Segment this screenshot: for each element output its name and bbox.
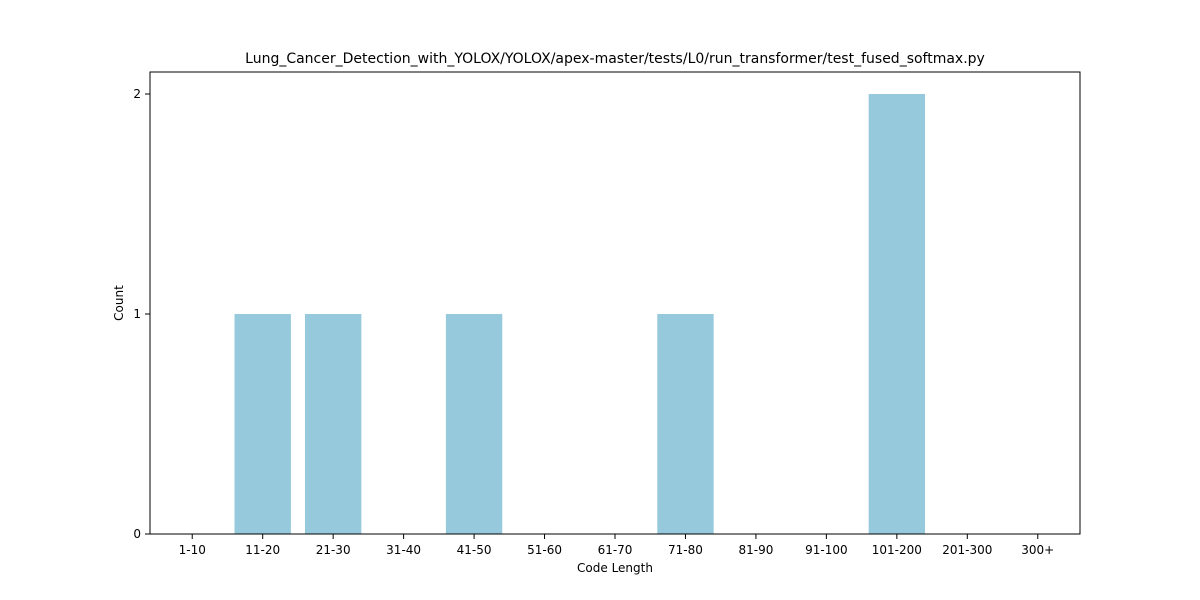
x-tick-label: 11-20 <box>245 543 280 557</box>
x-tick-label: 201-300 <box>942 543 992 557</box>
bar-101-200 <box>868 94 926 534</box>
x-tick-label: 41-50 <box>457 543 492 557</box>
x-tick-label: 21-30 <box>316 543 351 557</box>
x-tick-label: 61-70 <box>598 543 633 557</box>
x-tick-label: 51-60 <box>527 543 562 557</box>
x-tick-label: 101-200 <box>872 543 922 557</box>
bar-11-20 <box>234 314 291 534</box>
y-tick-label: 2 <box>133 87 141 101</box>
x-tick-label: 300+ <box>1021 543 1054 557</box>
x-axis: 1-10 11-20 21-30 31-40 41-50 51-60 61-70 71-80 8… <box>179 534 1054 557</box>
x-tick-label: 81-90 <box>738 543 773 557</box>
chart-title: Lung_Cancer_Detection_with_YOLOX/YOLOX/a… <box>245 51 985 67</box>
bar-21-30 <box>304 314 362 534</box>
x-tick-label: 1-10 <box>179 543 206 557</box>
x-tick-label: 71-80 <box>668 543 703 557</box>
x-tick-label: 91-100 <box>805 543 848 557</box>
x-tick-label: 31-40 <box>386 543 421 557</box>
bars-group <box>234 94 926 534</box>
y-tick-label: 1 <box>133 307 141 321</box>
y-axis: 0 1 2 <box>133 87 150 541</box>
x-axis-label: Code Length <box>577 561 653 575</box>
y-axis-label: Count <box>112 285 126 321</box>
bar-71-80 <box>657 314 714 534</box>
bar-41-50 <box>445 314 503 534</box>
y-tick-label: 0 <box>133 527 141 541</box>
